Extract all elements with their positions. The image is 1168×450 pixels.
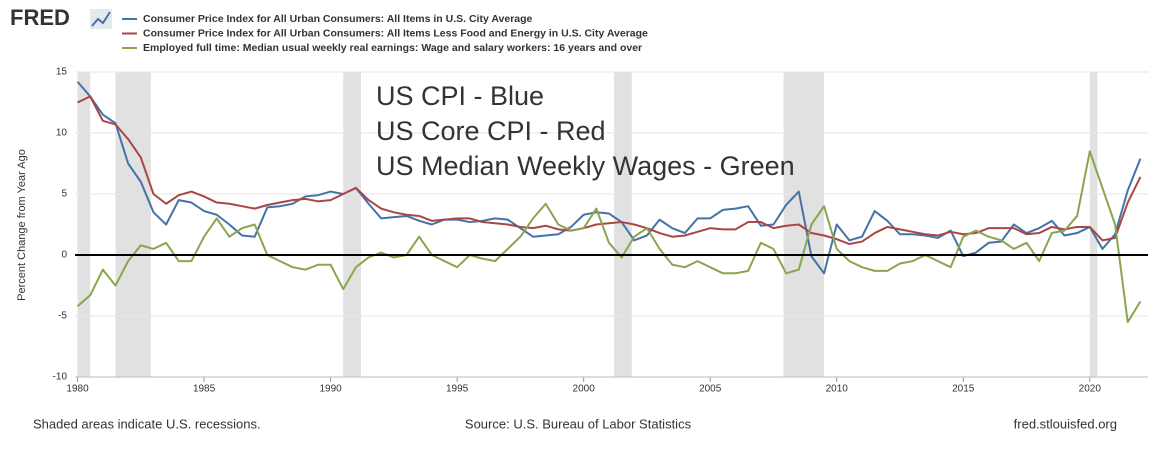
y-tick-label: -5 — [58, 311, 67, 322]
source: Source: U.S. Bureau of Labor Statistics — [465, 416, 692, 431]
x-tick-label: 2020 — [1079, 384, 1102, 395]
recession-note: Shaded areas indicate U.S. recessions. — [33, 416, 261, 431]
recession-band — [77, 72, 91, 377]
annotation: US Core CPI - Red — [376, 116, 606, 146]
site: fred.stlouisfed.org — [1014, 416, 1117, 431]
x-tick-label: 2010 — [826, 384, 849, 395]
legend-label: Consumer Price Index for All Urban Consu… — [143, 27, 648, 39]
y-tick-label: 0 — [61, 250, 67, 261]
brand: FRED — [10, 5, 70, 30]
y-tick-label: -10 — [53, 372, 68, 383]
series-line — [76, 81, 1142, 275]
x-tick-label: 1990 — [319, 384, 342, 395]
series-line — [76, 150, 1142, 324]
recession-band — [1089, 72, 1098, 377]
annotation: US CPI - Blue — [376, 81, 544, 111]
x-tick-label: 1995 — [446, 384, 469, 395]
y-tick-label: 10 — [56, 128, 68, 139]
legend-label: Employed full time: Median usual weekly … — [143, 42, 642, 54]
brand-icon — [90, 9, 112, 29]
y-tick-label: 15 — [56, 67, 68, 78]
recession-band — [343, 72, 361, 377]
x-tick-label: 2015 — [952, 384, 975, 395]
x-tick-label: 1980 — [66, 384, 89, 395]
annotation: US Median Weekly Wages - Green — [376, 151, 795, 181]
x-tick-label: 1985 — [193, 384, 216, 395]
series-line — [77, 95, 1142, 246]
recession-band — [115, 72, 151, 377]
x-tick-label: 2005 — [699, 384, 722, 395]
x-tick-label: 2000 — [573, 384, 596, 395]
legend-label: Consumer Price Index for All Urban Consu… — [143, 13, 533, 25]
y-axis-label: Percent Change from Year Ago — [16, 149, 28, 301]
y-tick-label: 5 — [61, 189, 67, 200]
